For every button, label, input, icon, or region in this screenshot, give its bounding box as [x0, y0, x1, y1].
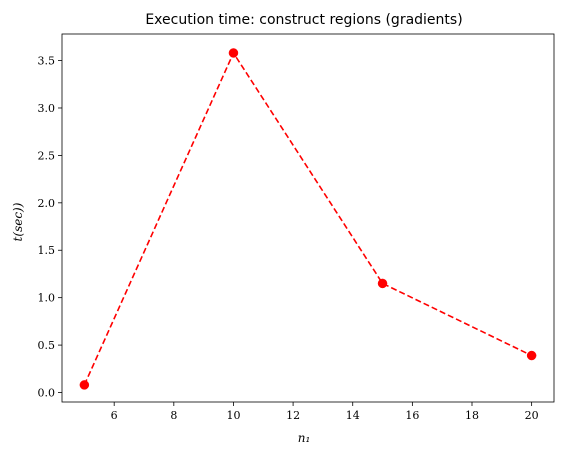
data-point: [526, 350, 537, 361]
x-tick-label: 6: [111, 409, 118, 422]
chart-title: Execution time: construct regions (gradi…: [145, 12, 462, 28]
x-tick-label: 14: [346, 409, 360, 422]
x-tick-label: 20: [525, 409, 539, 422]
plot-frame: [61, 33, 555, 403]
x-tick-label: 18: [465, 409, 479, 422]
x-tick-label: 12: [286, 409, 300, 422]
data-point: [228, 48, 239, 58]
y-tick-label: 2.5: [38, 149, 56, 162]
data-point: [377, 278, 388, 289]
y-tick-label: 1.5: [38, 244, 56, 257]
data-point: [79, 380, 90, 390]
y-axis-label: t(sec)): [11, 202, 25, 241]
y-tick-label: 3.0: [38, 102, 56, 115]
y-tick-label: 1.0: [38, 292, 56, 305]
y-tick-label: 0.0: [38, 387, 56, 400]
series-line: [83, 51, 532, 386]
plot-area: 6 8 10 12 14 16 18 20 0.0 0.5 1.0 1.5 2.0 2.5 3.0 3.5: [38, 33, 555, 422]
x-axis-label: n₁: [298, 431, 311, 445]
y-tick-label: 0.5: [38, 339, 56, 352]
x-tick-label: 10: [226, 409, 240, 422]
x-tick-label: 8: [170, 409, 177, 422]
y-tick-label: 2.0: [38, 197, 56, 210]
y-tick-label: 3.5: [38, 55, 56, 68]
x-tick-label: 16: [405, 409, 419, 422]
